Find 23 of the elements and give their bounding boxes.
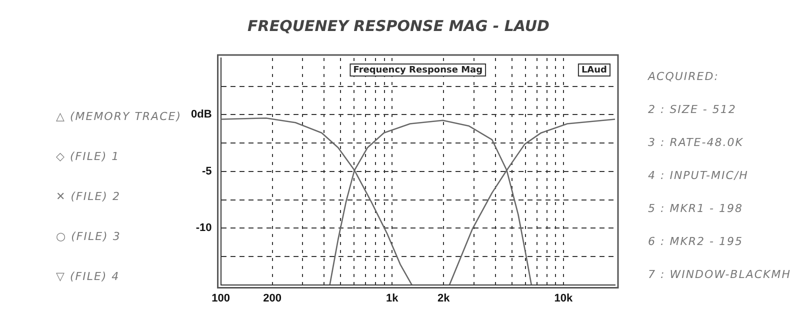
chart-title: FREQUENEY RESPONSE MAG - LAUD (248, 16, 550, 35)
x-tick-label: 200 (263, 292, 282, 304)
y-tick-label: -5 (202, 165, 212, 178)
text: 4 : INPUT-MIC/H (648, 169, 750, 184)
x-tick-label: 2k (438, 292, 451, 304)
x-tick-label: 100 (212, 292, 230, 304)
text: ACQUIRED: (648, 70, 720, 85)
text: 5 : MKR1 - 198 (648, 202, 744, 217)
text: ◇ (FILE) 1 (56, 150, 121, 165)
text: △ (MEMORY TRACE) (56, 110, 182, 125)
annotation: Frequency Response Mag (353, 65, 483, 76)
annotation: LAud (581, 65, 608, 76)
text: ○ (FILE) 3 (56, 230, 122, 245)
text: ▽ (FILE) 4 (56, 270, 121, 285)
y-tick-label: 0dB (191, 108, 212, 121)
text: 2 : SIZE - 512 (648, 103, 738, 118)
y-tick-label: -10 (196, 222, 212, 234)
x-tick-label: 1k (386, 292, 400, 304)
x-tick-label: 10k (554, 292, 574, 304)
text: 6 : MKR2 - 195 (648, 235, 744, 250)
text: ✕ (FILE) 2 (56, 190, 122, 205)
text: 7 : WINDOW-BLACKMH (648, 268, 792, 283)
text: 3 : RATE-48.0K (648, 136, 744, 151)
